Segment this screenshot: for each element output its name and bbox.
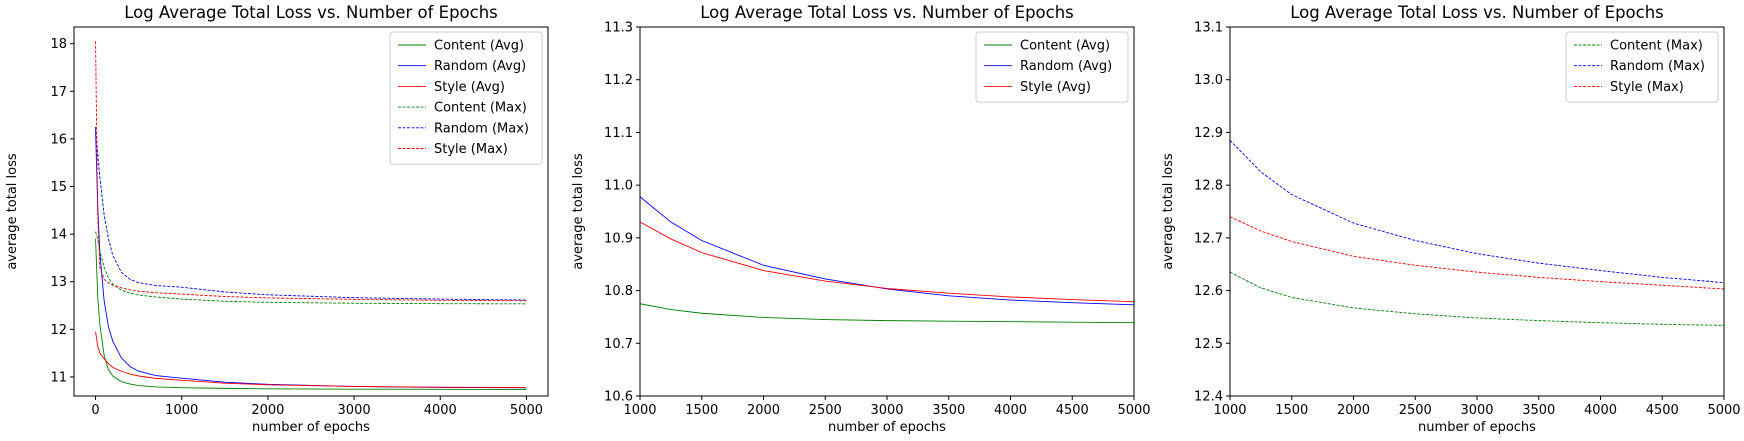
chart-title: Log Average Total Loss vs. Number of Epo…: [1290, 3, 1664, 22]
y-tick-label: 13: [50, 275, 67, 290]
series-line-random-avg: [95, 129, 527, 389]
y-tick-label: 14: [50, 228, 67, 243]
chart-title: Log Average Total Loss vs. Number of Epo…: [124, 3, 498, 22]
x-tick-label: 4000: [424, 403, 457, 418]
x-tick-label: 3500: [1522, 403, 1555, 418]
y-tick-label: 12.8: [1194, 179, 1223, 194]
legend-box: [1565, 31, 1719, 103]
x-tick-label: 0: [91, 403, 99, 418]
y-tick-label: 11.3: [604, 21, 633, 36]
series-line-content-max: [1230, 271, 1724, 326]
x-axis-label: number of epochs: [252, 420, 370, 435]
legend-label: Random (Avg): [1020, 59, 1112, 74]
x-tick-label: 3000: [338, 403, 371, 418]
chart-panel-3: 1000 1500 2000 2500 3000 3500 4000 4500 5000 12.4…: [1161, 3, 1741, 435]
x-tick-label: 3000: [870, 403, 903, 418]
y-axis-label: average total loss: [5, 153, 20, 270]
legend-label: Content (Max): [434, 101, 527, 116]
x-axis-label: number of epochs: [1418, 420, 1536, 435]
y-tick-label: 13.1: [1194, 21, 1223, 36]
y-tick-label: 10.8: [604, 284, 633, 299]
x-tick-label: 4500: [1056, 403, 1089, 418]
y-tick-label: 10.6: [604, 390, 633, 405]
series-line-style-avg: [640, 221, 1134, 303]
legend-label: Random (Max): [434, 121, 529, 136]
chart-title: Log Average Total Loss vs. Number of Epo…: [700, 3, 1074, 22]
legend-box: [389, 31, 543, 165]
x-tick-label: 3000: [1460, 403, 1493, 418]
legend: Content (Max) Random (Max) Style (Max): [1565, 31, 1719, 103]
y-tick-label: 11: [50, 370, 67, 385]
x-tick-label: 2000: [747, 403, 780, 418]
x-tick-label: 4500: [1646, 403, 1679, 418]
y-tick-label: 12.9: [1194, 126, 1223, 141]
chart-panel-2: 1000 1500 2000 2500 3000 3500 4000 4500 5000 10.6…: [571, 3, 1151, 435]
x-tick-label: 5000: [1117, 403, 1150, 418]
y-tick-label: 18: [50, 37, 67, 52]
legend: Content (Avg) Random (Avg) Style (Avg) Cont…: [389, 31, 543, 165]
chart-panel-1: 0 1000 2000 3000 4000 5000 11 12 13 14 15 16 17 18 Log…: [5, 3, 549, 435]
x-tick-label: 4000: [994, 403, 1027, 418]
y-tick-label: 11.2: [604, 73, 633, 88]
series-line-style-max: [95, 41, 527, 302]
series-line-random-max: [95, 126, 527, 301]
y-tick-label: 10.7: [604, 337, 633, 352]
y-tick-label: 12.6: [1194, 284, 1223, 299]
legend: Content (Avg) Random (Avg) Style (Avg): [975, 31, 1129, 103]
series-line-content-max: [95, 231, 527, 305]
series-line-content-avg: [95, 238, 527, 390]
y-tick-label: 11.0: [604, 179, 633, 194]
legend-label: Content (Avg): [434, 39, 524, 54]
x-tick-label: 1000: [1213, 403, 1246, 418]
y-tick-label: 10.9: [604, 231, 633, 246]
x-tick-label: 2000: [251, 403, 284, 418]
x-tick-label: 5000: [1707, 403, 1740, 418]
x-axis-label: number of epochs: [828, 420, 946, 435]
legend-label: Content (Avg): [1020, 39, 1110, 54]
y-tick-label: 11.1: [604, 126, 633, 141]
y-tick-label: 16: [50, 132, 67, 147]
legend-label: Style (Max): [1610, 80, 1684, 95]
y-tick-label: 15: [50, 180, 67, 195]
legend-label: Random (Avg): [434, 59, 526, 74]
x-tick-label: 2500: [809, 403, 842, 418]
y-axis-label: average total loss: [1161, 153, 1176, 270]
y-tick-label: 13.0: [1194, 73, 1223, 88]
x-tick-label: 1500: [685, 403, 718, 418]
x-tick-label: 1000: [165, 403, 198, 418]
x-tick-label: 4000: [1584, 403, 1617, 418]
y-tick-label: 12.5: [1194, 337, 1223, 352]
y-tick-label: 12.4: [1194, 390, 1223, 405]
x-tick-label: 3500: [932, 403, 965, 418]
x-tick-label: 2500: [1399, 403, 1432, 418]
x-tick-label: 1500: [1275, 403, 1308, 418]
x-tick-label: 5000: [510, 403, 543, 418]
legend-label: Random (Max): [1610, 59, 1705, 74]
y-tick-label: 12: [50, 323, 67, 338]
y-axis-label: average total loss: [571, 153, 586, 270]
series-line-random-avg: [640, 196, 1134, 306]
y-tick-label: 17: [50, 85, 67, 100]
series-line-style-max: [1230, 216, 1724, 290]
series-line-random-max: [1230, 140, 1724, 284]
x-tick-label: 1000: [623, 403, 656, 418]
legend-label: Content (Max): [1610, 39, 1703, 54]
axes-frame: [73, 26, 549, 397]
series-line-style-avg: [95, 331, 527, 388]
legend-label: Style (Max): [434, 142, 508, 157]
legend-label: Style (Avg): [1020, 80, 1091, 95]
y-tick-label: 12.7: [1194, 231, 1223, 246]
x-tick-label: 2000: [1337, 403, 1370, 418]
legend-box: [975, 31, 1129, 103]
series-line-content-avg: [640, 303, 1134, 324]
legend-label: Style (Avg): [434, 80, 505, 95]
